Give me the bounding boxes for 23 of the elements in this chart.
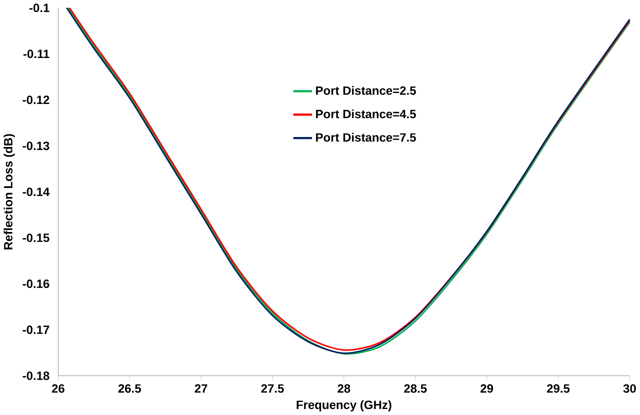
y-tick-label: -0.15 xyxy=(22,234,50,242)
x-tick-label: 26.5 xyxy=(118,384,141,393)
x-tick-label: 28.5 xyxy=(404,384,427,393)
y-tick-label: -0.13 xyxy=(22,142,50,150)
legend-label: Port Distance=7.5 xyxy=(316,132,416,142)
y-tick-label: -0.1 xyxy=(29,4,50,12)
x-tick-label: 29.5 xyxy=(546,384,570,393)
x-tick-label: 26 xyxy=(52,384,64,393)
x-tick-label: 27 xyxy=(194,384,208,393)
x-axis-title: Frequency (GHz) xyxy=(296,400,392,412)
y-tick-label: -0.12 xyxy=(22,96,50,104)
x-tick-label: 29 xyxy=(480,384,494,393)
y-tick-label: -0.18 xyxy=(22,371,50,380)
legend-label: Port Distance=4.5 xyxy=(316,109,416,118)
y-axis-title: Reflection Loss (dB) xyxy=(4,134,15,250)
x-tick-label: 27.5 xyxy=(261,384,284,393)
x-tick-label: 30 xyxy=(623,384,636,393)
y-tick-label: -0.17 xyxy=(22,326,50,334)
y-tick-label: -0.14 xyxy=(22,188,50,196)
y-tick-label: -0.16 xyxy=(22,280,50,288)
y-tick-label: -0.11 xyxy=(23,50,50,58)
legend-label: Port Distance=2.5 xyxy=(316,86,416,95)
x-tick-label: 28 xyxy=(338,384,350,393)
